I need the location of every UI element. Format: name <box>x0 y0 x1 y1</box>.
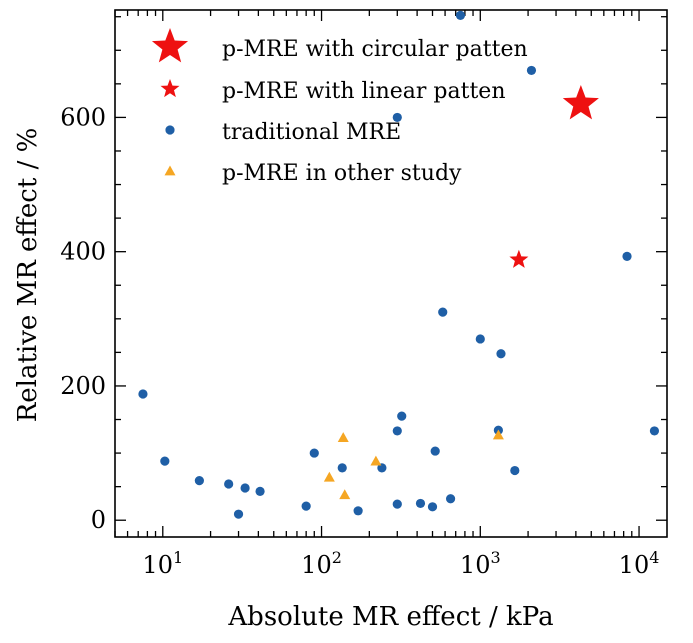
data-point <box>562 84 599 120</box>
data-point <box>370 455 382 466</box>
legend-marker <box>151 28 189 63</box>
data-point <box>301 501 311 511</box>
plot-area <box>114 9 668 538</box>
data-point <box>138 389 148 399</box>
data-point <box>392 426 402 436</box>
x-tick-label: 102 <box>301 548 342 579</box>
data-point <box>415 498 426 509</box>
data-point <box>427 502 438 512</box>
data-point <box>392 499 402 509</box>
legend-label: p-MRE with linear patten <box>222 79 506 104</box>
y-tick-label: 600 <box>60 103 106 131</box>
x-tick-label: 101 <box>142 548 183 579</box>
y-tick-label: 200 <box>60 372 106 400</box>
legend-marker <box>164 165 176 176</box>
data-point <box>622 251 632 261</box>
y-tick-label: 400 <box>60 238 106 266</box>
data-point <box>445 494 456 504</box>
x-axis-title: Absolute MR effect / kPa <box>227 602 553 632</box>
x-tick-label: 103 <box>460 548 501 579</box>
data-point <box>309 448 319 458</box>
data-point <box>455 10 466 20</box>
legend-label: p-MRE with circular patten <box>222 37 528 62</box>
y-axis-title: Relative MR effect / % <box>13 128 43 423</box>
data-point <box>510 465 520 476</box>
data-point <box>337 463 347 473</box>
legend-marker <box>165 125 175 135</box>
data-point <box>339 489 351 500</box>
y-tick-label: 0 <box>91 506 106 534</box>
legend-marker <box>160 79 180 98</box>
data-point <box>526 65 537 76</box>
legend: p-MRE with circular patten p-MRE with lin… <box>151 28 528 186</box>
x-tick-label: 104 <box>619 548 660 579</box>
data-point <box>496 349 506 359</box>
data-point <box>255 486 265 496</box>
data-point <box>353 506 363 516</box>
data-point <box>377 463 387 473</box>
data-point <box>397 411 407 421</box>
data-point <box>160 456 170 466</box>
data-point <box>323 471 335 482</box>
data-point <box>224 479 234 489</box>
data-point <box>509 249 529 268</box>
axis-ticks: 101 102 103 104 0 200 400 600 <box>60 10 667 579</box>
data-point <box>337 432 349 443</box>
legend-label: traditional MRE <box>222 120 401 145</box>
data-point <box>649 426 660 436</box>
data-point <box>240 483 250 493</box>
data-point <box>438 307 448 317</box>
data-point <box>430 446 440 456</box>
legend-label: p-MRE in other study <box>222 161 462 186</box>
data-point <box>233 509 244 519</box>
data-point <box>392 112 402 123</box>
data-point <box>194 476 204 486</box>
data-marks <box>138 10 660 519</box>
data-point <box>475 334 485 344</box>
data-point <box>492 429 504 440</box>
